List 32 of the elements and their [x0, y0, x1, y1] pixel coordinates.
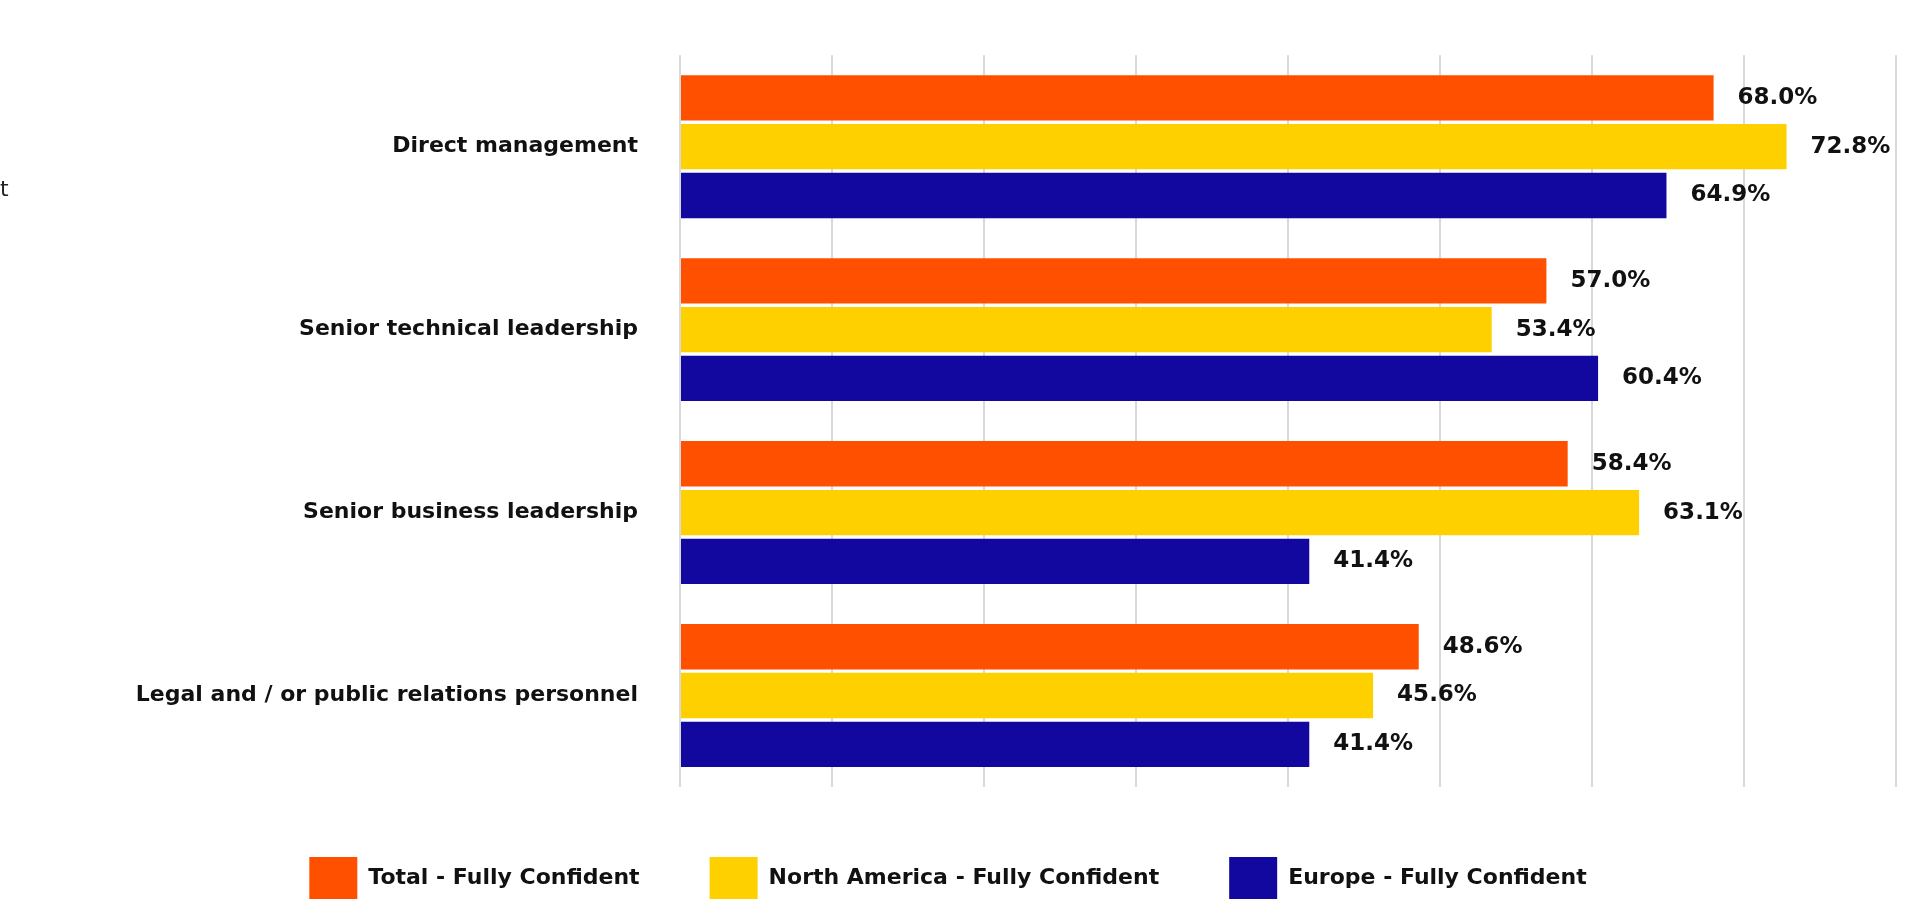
bar: [681, 441, 1568, 487]
data-label: 60.4%: [1622, 363, 1702, 390]
y-tick-label: Direct management: [392, 132, 639, 158]
legend-label: Europe - Fully Confident: [1288, 863, 1588, 889]
bar: [681, 123, 1787, 170]
bar: [681, 624, 1419, 670]
data-label: 63.1%: [1663, 497, 1743, 524]
data-label: 41.4%: [1333, 729, 1414, 756]
legend-label: Total - Fully Confident: [368, 863, 641, 889]
text: t: [0, 176, 9, 201]
legend-label: North America - Fully Confident: [768, 863, 1160, 889]
data-label: 72.8%: [1810, 131, 1891, 158]
bar: [681, 75, 1714, 121]
bar: [681, 721, 1310, 767]
y-tick-label: Legal and / or public relations personnel: [135, 681, 638, 707]
bar: [681, 489, 1640, 536]
data-label: 41.4%: [1333, 546, 1414, 573]
data-label: 53.4%: [1515, 314, 1596, 341]
bar: [681, 538, 1310, 585]
data-label: 45.6%: [1397, 680, 1477, 707]
bar: [681, 672, 1374, 719]
y-tick-label: Senior business leadership: [303, 498, 638, 524]
data-label: 57.0%: [1570, 265, 1651, 292]
bar: [681, 258, 1547, 304]
data-label: 48.6%: [1442, 631, 1523, 658]
data-label: 64.9%: [1690, 180, 1771, 207]
bar: [681, 172, 1667, 219]
bar: [681, 355, 1599, 402]
bar: [681, 306, 1492, 353]
y-tick-label: Senior technical leadership: [299, 315, 638, 341]
data-label: 68.0%: [1737, 82, 1818, 109]
data-label: 58.4%: [1591, 448, 1672, 475]
